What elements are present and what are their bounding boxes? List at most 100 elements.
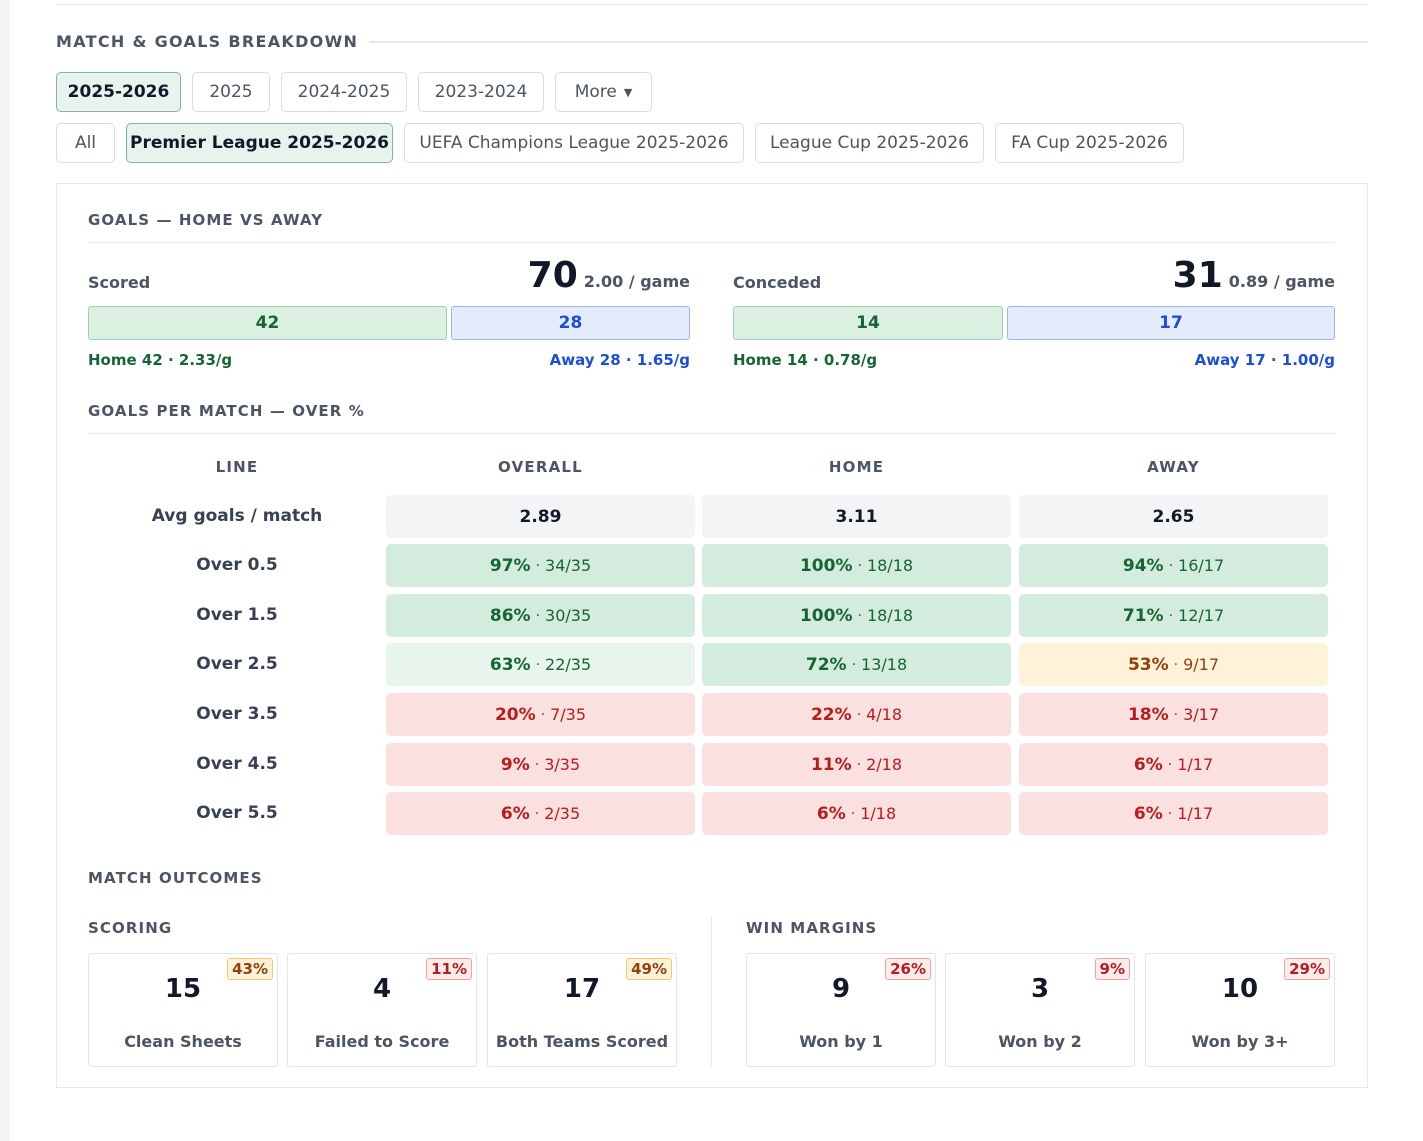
- over-cell-overall: 6% · 2/35: [386, 792, 695, 835]
- separator-dot: ·: [1167, 756, 1173, 773]
- home-away-title: GOALS — HOME VS AWAY: [88, 211, 324, 229]
- scored-home-bar: 42: [88, 306, 447, 340]
- competition-pill-all[interactable]: All: [56, 123, 115, 163]
- over-cell-percent: 97%: [489, 555, 531, 576]
- avg-away-cell: 2.65: [1019, 495, 1328, 538]
- over-cell-fraction: 7/35: [550, 705, 587, 724]
- competition-pill-premier-league[interactable]: Premier League 2025-2026: [126, 123, 393, 163]
- outcomes-title: MATCH OUTCOMES: [88, 869, 263, 887]
- over-table-title: GOALS PER MATCH — OVER %: [88, 402, 365, 420]
- over-cell-percent: 6%: [1133, 803, 1163, 824]
- separator-dot: ·: [850, 805, 856, 822]
- scoring-title: SCORING: [88, 919, 173, 937]
- percent-badge: 26%: [885, 958, 931, 980]
- over-cell-home: 6% · 1/18: [702, 792, 1011, 835]
- avg-row-label: Avg goals / match: [151, 506, 323, 526]
- over-cell-fraction: 2/18: [866, 755, 903, 774]
- over-cell-percent: 71%: [1122, 605, 1164, 626]
- season-pill-2023-2024[interactable]: 2023-2024: [418, 72, 544, 112]
- over-cell-overall: 63% · 22/35: [386, 643, 695, 686]
- season-pill-2024-2025[interactable]: 2024-2025: [281, 72, 407, 112]
- competition-pill-fa-cup[interactable]: FA Cup 2025-2026: [995, 123, 1184, 163]
- section-title: MATCH & GOALS BREAKDOWN: [56, 32, 359, 51]
- over-cell-fraction: 1/17: [1177, 755, 1214, 774]
- over-cell-percent: 22%: [810, 704, 852, 725]
- season-more-dropdown[interactable]: More ▼: [555, 72, 652, 112]
- stat-card-failed-to-score: 11% 4 Failed to Score: [287, 953, 477, 1067]
- over-row-label: Over 3.5: [196, 704, 278, 724]
- over-row-label: Over 4.5: [196, 754, 278, 774]
- home-away-rule: [88, 242, 1335, 243]
- over-cell-percent: 94%: [1122, 555, 1164, 576]
- season-pill-label: 2023-2024: [434, 82, 528, 102]
- over-cell-overall: 86% · 30/35: [386, 594, 695, 637]
- over-cell-away: 6% · 1/17: [1019, 792, 1328, 835]
- over-cell-home: 100% · 18/18: [702, 544, 1011, 587]
- stat-value: 10: [1221, 974, 1259, 1004]
- stat-label: Both Teams Scored: [495, 1032, 669, 1051]
- stat-label: Won by 3+: [1191, 1032, 1289, 1051]
- over-cell-percent: 100%: [799, 555, 853, 576]
- stat-label: Won by 1: [799, 1032, 883, 1051]
- stat-card-won-by-1: 26% 9 Won by 1: [746, 953, 936, 1067]
- over-cell-fraction: 30/35: [545, 606, 592, 625]
- over-cell-fraction: 1/17: [1177, 804, 1214, 823]
- separator-dot: ·: [535, 607, 541, 624]
- stat-value: 15: [164, 974, 202, 1004]
- over-cell-fraction: 4/18: [866, 705, 903, 724]
- over-cell-percent: 6%: [500, 803, 530, 824]
- over-cell-home: 22% · 4/18: [702, 693, 1011, 736]
- separator-dot: ·: [1168, 557, 1174, 574]
- conceded-total-value: 31: [1172, 255, 1223, 296]
- over-row-label: Over 5.5: [196, 803, 278, 823]
- percent-badge: 43%: [227, 958, 273, 980]
- over-cell-home: 11% · 2/18: [702, 743, 1011, 786]
- season-pill-2025-2026[interactable]: 2025-2026: [56, 72, 181, 112]
- separator-dot: ·: [856, 706, 862, 723]
- over-cell-fraction: 1/18: [860, 804, 897, 823]
- over-cell-percent: 6%: [816, 803, 846, 824]
- over-cell-percent: 9%: [500, 754, 530, 775]
- over-cell-fraction: 18/18: [866, 556, 914, 575]
- over-cell-percent: 72%: [805, 654, 847, 675]
- separator-dot: ·: [535, 557, 541, 574]
- separator-dot: ·: [856, 756, 862, 773]
- over-cell-percent: 20%: [494, 704, 536, 725]
- season-more-label: More: [574, 82, 617, 102]
- stat-label: Clean Sheets: [124, 1032, 242, 1051]
- over-cell-fraction: 18/18: [866, 606, 914, 625]
- conceded-total: 31 0.89 / game: [1085, 255, 1335, 296]
- percent-badge: 49%: [626, 958, 672, 980]
- over-cell-percent: 18%: [1127, 704, 1169, 725]
- separator-dot: ·: [1168, 607, 1174, 624]
- over-cell-away: 94% · 16/17: [1019, 544, 1328, 587]
- scored-away-value: 28: [558, 313, 583, 333]
- over-cell-percent: 86%: [489, 605, 531, 626]
- over-row-label: Over 1.5: [196, 605, 278, 625]
- competition-pill-champions-league[interactable]: UEFA Champions League 2025-2026: [404, 123, 744, 163]
- over-cell-home: 100% · 18/18: [702, 594, 1011, 637]
- season-pill-2025[interactable]: 2025: [192, 72, 270, 112]
- over-cell-home: 72% · 13/18: [702, 643, 1011, 686]
- scored-per-game: 2.00 / game: [583, 272, 690, 291]
- season-pill-label: 2024-2025: [297, 82, 391, 102]
- stat-card-won-by-3-plus: 29% 10 Won by 3+: [1145, 953, 1335, 1067]
- avg-home-cell: 3.11: [702, 495, 1011, 538]
- conceded-home-note: Home 14 · 0.78/g: [733, 351, 878, 369]
- separator-dot: ·: [1173, 656, 1179, 673]
- over-table-rule: [88, 433, 1335, 434]
- separator-dot: ·: [857, 607, 862, 624]
- conceded-away-bar: 17: [1007, 306, 1335, 340]
- competition-pill-label: Premier League 2025-2026: [130, 133, 389, 153]
- over-cell-fraction: 12/17: [1178, 606, 1225, 625]
- competition-pill-league-cup[interactable]: League Cup 2025-2026: [755, 123, 984, 163]
- over-cell-away: 6% · 1/17: [1019, 743, 1328, 786]
- conceded-home-bar: 14: [733, 306, 1003, 340]
- column-header-overall: OVERALL: [498, 458, 583, 476]
- stat-label: Won by 2: [998, 1032, 1082, 1051]
- conceded-home-value: 14: [856, 313, 880, 333]
- percent-badge: 29%: [1284, 958, 1330, 980]
- over-cell-fraction: 13/18: [861, 655, 908, 674]
- over-row-label: Over 2.5: [196, 654, 278, 674]
- separator-dot: ·: [540, 706, 546, 723]
